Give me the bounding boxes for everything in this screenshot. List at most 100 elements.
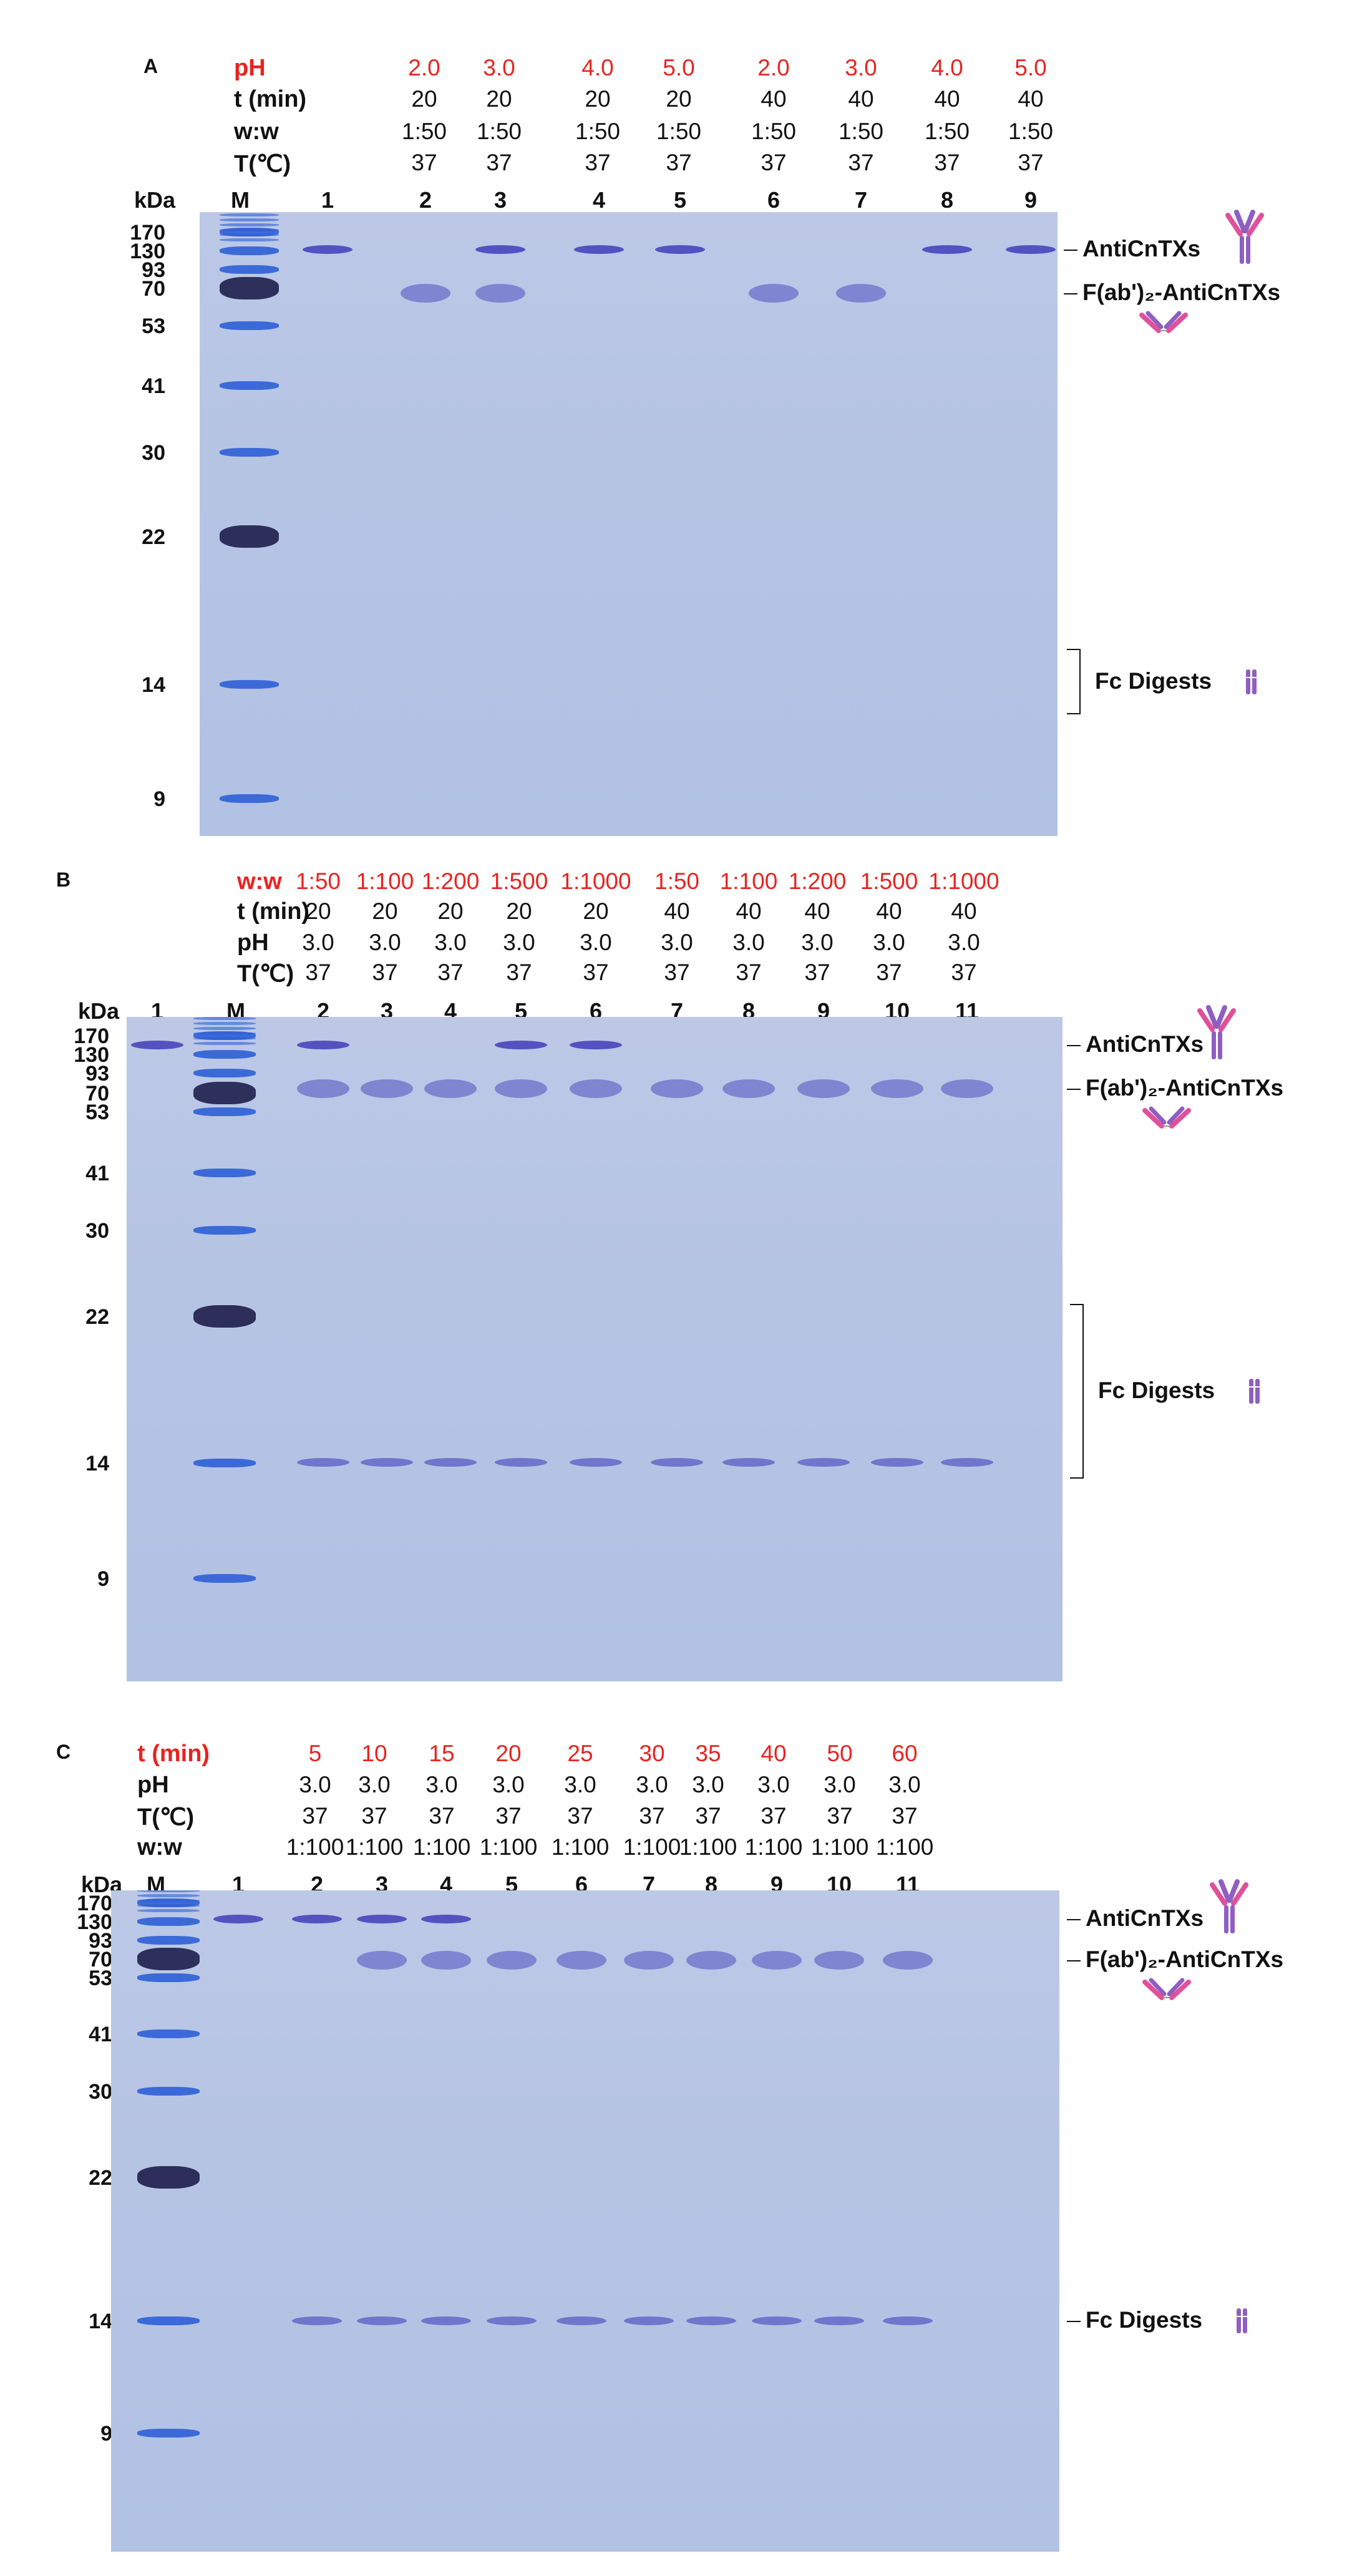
condition-label: t (min): [234, 86, 307, 112]
condition-value: 3.0: [434, 930, 467, 955]
ladder-band: [137, 1899, 200, 1902]
condition-value: 3.0: [824, 1772, 856, 1797]
kda-marker: 130: [130, 240, 165, 263]
condition-value: 40: [934, 86, 960, 112]
lane-label: 4: [592, 187, 606, 213]
fc-digest-band: [297, 1458, 349, 1467]
condition-value: 40: [848, 86, 874, 112]
condition-value: 1:50: [476, 119, 522, 144]
annotation-leader: [1067, 1960, 1081, 1961]
condition-value: 1:100: [679, 1834, 737, 1860]
condition-value: 3.0: [801, 930, 834, 955]
condition-label: pH: [234, 55, 266, 81]
condition-label: w:w: [234, 119, 279, 145]
condition-value: 37: [827, 1803, 853, 1829]
ladder-band: [220, 381, 279, 390]
condition-value: 5.0: [1014, 55, 1047, 80]
condition-value: 37: [305, 960, 331, 985]
condition-value: 30: [639, 1741, 665, 1766]
ladder-band: [193, 1107, 256, 1116]
fab-fragment-band: [752, 1951, 802, 1970]
condition-value: 1:100: [875, 1834, 934, 1860]
condition-value: 1:50: [401, 119, 447, 144]
ladder-band: [137, 1909, 200, 1912]
annotation-fc: Fc Digests: [1095, 668, 1212, 694]
fab-fragment-icon: [1139, 311, 1188, 333]
ladder-band: [193, 1574, 256, 1583]
fc-fragment-icon: [1235, 2308, 1249, 2333]
condition-value: 10: [361, 1741, 387, 1766]
kda-marker: 22: [89, 2166, 112, 2190]
fab-fragment-band: [797, 1079, 850, 1098]
annotation-leader: [1064, 250, 1077, 251]
ladder-band: [137, 1890, 200, 1892]
fc-bracket: [1067, 649, 1081, 714]
intact-antibody-band: [574, 245, 624, 254]
kda-marker: 9: [153, 787, 165, 811]
kda-axis-title: kDa: [134, 187, 176, 213]
fab-fragment-band: [686, 1951, 736, 1970]
annotation-intact: AntiCnTXs: [1086, 1905, 1204, 1931]
fc-digest-band: [814, 2316, 864, 2325]
ladder-band: [193, 1027, 256, 1030]
ladder-band: [220, 680, 279, 689]
condition-value: 3.0: [426, 1772, 458, 1797]
ladder-band: [137, 1917, 200, 1926]
condition-value: 37: [892, 1803, 918, 1829]
kda-marker: 14: [89, 2310, 112, 2333]
condition-value: 60: [892, 1741, 918, 1766]
condition-value: 37: [486, 150, 512, 175]
condition-value: 15: [429, 1741, 455, 1766]
ladder-band: [137, 2029, 200, 2038]
condition-value: 37: [429, 1803, 455, 1829]
condition-value: 1:500: [490, 868, 548, 894]
annotation-leader: [1067, 1919, 1081, 1920]
condition-value: 2.0: [408, 55, 440, 80]
gel-image: [111, 1890, 1059, 2552]
fab-fragment-band: [297, 1079, 349, 1098]
condition-value: 37: [761, 1803, 787, 1829]
condition-value: 3.0: [661, 930, 693, 955]
fab-fragment-band: [357, 1951, 407, 1970]
antibody-icon: [1225, 210, 1264, 264]
condition-value: 3.0: [492, 1772, 525, 1797]
lane-label: 7: [854, 187, 868, 213]
condition-value: 37: [951, 960, 977, 985]
ladder-band: [220, 238, 279, 241]
annotation-intact: AntiCnTXs: [1082, 236, 1201, 261]
condition-value: 1:100: [551, 1834, 610, 1860]
intact-antibody-band: [495, 1041, 547, 1049]
panel-letter-B: B: [56, 868, 71, 891]
condition-label: t (min): [137, 1741, 210, 1767]
condition-label: T(℃): [137, 1804, 195, 1830]
fab-fragment-band: [836, 284, 886, 303]
intact-antibody-band: [297, 1041, 349, 1049]
condition-value: 3.0: [302, 930, 334, 955]
ladder-band: [220, 525, 279, 548]
fc-digest-band: [941, 1458, 993, 1467]
fab-fragment-icon: [1142, 1978, 1191, 2000]
condition-value: 1:200: [788, 868, 847, 894]
intact-antibody-band: [421, 1915, 471, 1923]
condition-value: 3.0: [299, 1772, 331, 1797]
condition-value: 1:50: [1008, 119, 1054, 144]
condition-value: 50: [827, 1741, 853, 1766]
kda-marker: 70: [89, 1948, 112, 1971]
kda-marker: 41: [85, 1162, 109, 1185]
fab-fragment-band: [651, 1079, 703, 1098]
fc-digest-band: [424, 1458, 477, 1467]
condition-value: 40: [804, 898, 830, 924]
ladder-band: [137, 2316, 200, 2325]
condition-value: 37: [583, 960, 609, 985]
fab-fragment-band: [487, 1951, 537, 1970]
condition-value: 20: [585, 86, 611, 112]
lane-label: 1: [321, 187, 334, 213]
fab-fragment-band: [475, 284, 525, 303]
fc-fragment-icon: [1245, 669, 1258, 694]
fab-fragment-band: [421, 1951, 471, 1970]
condition-value: 37: [664, 960, 690, 985]
condition-value: 40: [1018, 86, 1044, 112]
condition-label: pH: [237, 930, 269, 956]
fc-digest-band: [292, 2316, 342, 2325]
kda-marker: 93: [85, 1062, 109, 1086]
